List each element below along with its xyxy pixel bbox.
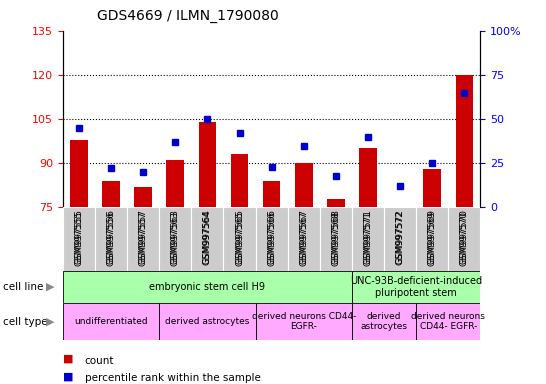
Bar <box>288 207 320 271</box>
Bar <box>63 207 95 271</box>
Text: GSM997572: GSM997572 <box>396 210 405 265</box>
Text: GSM997571: GSM997571 <box>364 209 372 264</box>
Text: GSM997567: GSM997567 <box>299 210 308 265</box>
Text: GDS4669 / ILMN_1790080: GDS4669 / ILMN_1790080 <box>97 9 279 23</box>
Bar <box>127 207 159 271</box>
Text: cell line: cell line <box>3 282 46 292</box>
Bar <box>223 207 256 271</box>
Text: GSM997555: GSM997555 <box>74 209 84 264</box>
Bar <box>159 303 256 340</box>
Bar <box>352 271 480 303</box>
Bar <box>63 271 352 303</box>
Text: GSM997570: GSM997570 <box>460 210 469 265</box>
Text: UNC-93B-deficient-induced
pluripotent stem: UNC-93B-deficient-induced pluripotent st… <box>350 276 482 298</box>
Bar <box>102 181 120 207</box>
Bar <box>134 187 152 207</box>
Text: derived neurons CD44-
EGFR-: derived neurons CD44- EGFR- <box>252 312 356 331</box>
Text: GSM997566: GSM997566 <box>267 210 276 265</box>
Bar <box>295 163 313 207</box>
Bar <box>263 181 281 207</box>
Text: count: count <box>85 356 114 366</box>
Bar <box>352 303 416 340</box>
Text: GSM997563: GSM997563 <box>171 210 180 265</box>
Text: derived
astrocytes: derived astrocytes <box>360 312 408 331</box>
Text: ■: ■ <box>63 354 73 364</box>
Bar <box>327 199 345 207</box>
Text: GSM997555: GSM997555 <box>74 210 84 265</box>
Text: GSM997565: GSM997565 <box>235 209 244 264</box>
Text: cell type: cell type <box>3 316 51 327</box>
Text: GSM997564: GSM997564 <box>203 210 212 265</box>
Bar <box>416 303 480 340</box>
Text: derived astrocytes: derived astrocytes <box>165 317 250 326</box>
Text: ■: ■ <box>63 371 73 381</box>
Bar <box>352 207 384 271</box>
Text: GSM997572: GSM997572 <box>396 209 405 264</box>
Text: percentile rank within the sample: percentile rank within the sample <box>85 373 260 383</box>
Bar <box>63 303 159 340</box>
Text: undifferentiated: undifferentiated <box>74 317 148 326</box>
Text: GSM997563: GSM997563 <box>171 209 180 264</box>
Text: GSM997568: GSM997568 <box>331 210 340 265</box>
Text: GSM997568: GSM997568 <box>331 209 340 264</box>
Text: ▶: ▶ <box>46 282 55 292</box>
Bar <box>455 75 473 207</box>
Bar <box>199 122 216 207</box>
Text: GSM997557: GSM997557 <box>139 210 147 265</box>
Text: derived neurons
CD44- EGFR-: derived neurons CD44- EGFR- <box>412 312 485 331</box>
Bar <box>448 207 480 271</box>
Text: GSM997570: GSM997570 <box>460 209 469 264</box>
Bar <box>384 207 416 271</box>
Bar <box>416 207 448 271</box>
Text: GSM997556: GSM997556 <box>106 210 116 265</box>
Text: GSM997571: GSM997571 <box>364 210 372 265</box>
Bar <box>70 140 88 207</box>
Text: embryonic stem cell H9: embryonic stem cell H9 <box>150 282 265 292</box>
Bar <box>167 160 184 207</box>
Bar <box>320 207 352 271</box>
Text: GSM997564: GSM997564 <box>203 209 212 264</box>
Bar <box>256 303 352 340</box>
Bar <box>359 149 377 207</box>
Text: GSM997557: GSM997557 <box>139 209 147 264</box>
Bar <box>95 207 127 271</box>
Bar <box>230 154 248 207</box>
Bar <box>191 207 223 271</box>
Text: GSM997569: GSM997569 <box>428 209 437 264</box>
Bar <box>159 207 191 271</box>
Text: GSM997569: GSM997569 <box>428 210 437 265</box>
Text: GSM997566: GSM997566 <box>267 209 276 264</box>
Text: GSM997556: GSM997556 <box>106 209 116 264</box>
Text: GSM997565: GSM997565 <box>235 210 244 265</box>
Text: GSM997567: GSM997567 <box>299 209 308 264</box>
Bar <box>424 169 441 207</box>
Text: ▶: ▶ <box>46 316 55 327</box>
Bar <box>256 207 288 271</box>
